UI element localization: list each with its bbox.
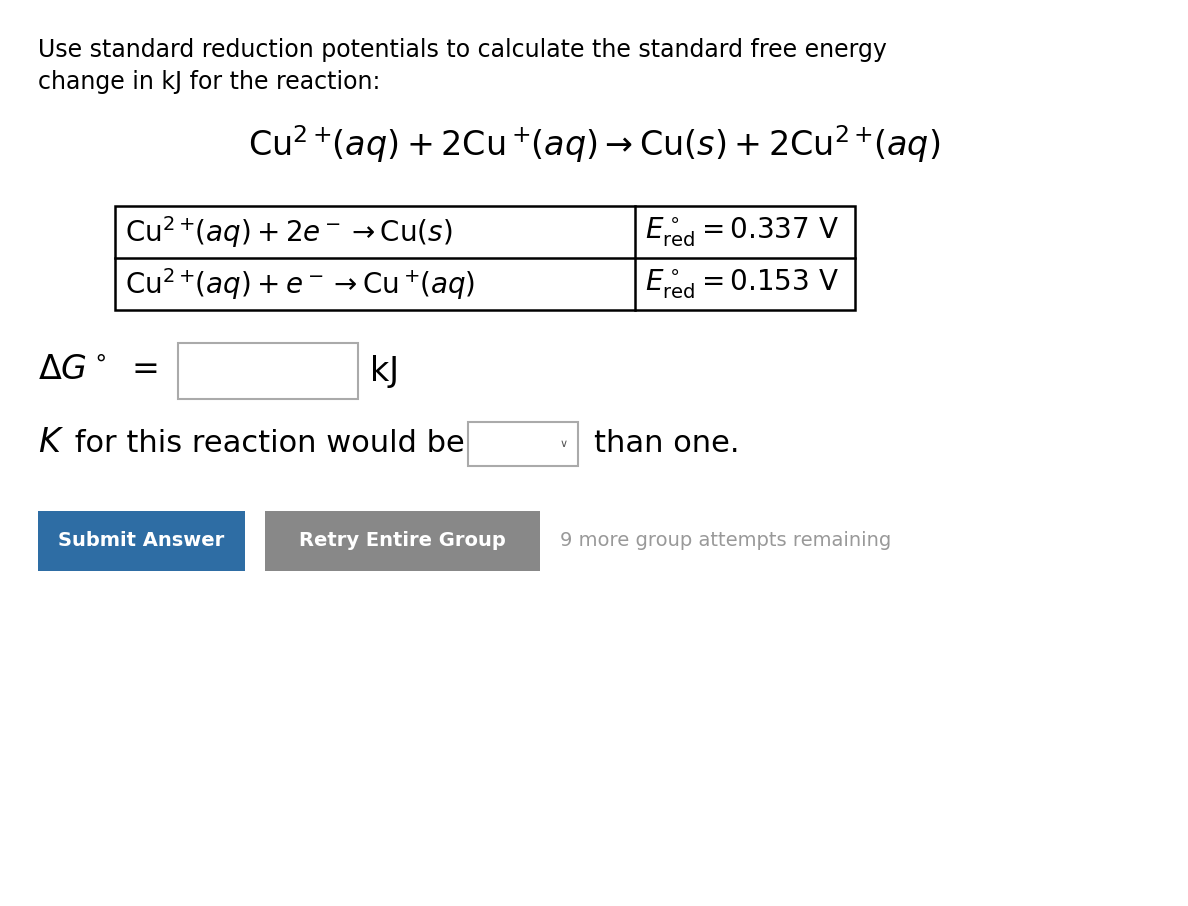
FancyBboxPatch shape [38, 511, 245, 571]
Text: than one.: than one. [594, 429, 739, 458]
Text: kJ: kJ [369, 354, 399, 388]
Text: $E^\circ_\mathrm{red} = 0.153\ \mathrm{V}$: $E^\circ_\mathrm{red} = 0.153\ \mathrm{V… [645, 267, 839, 301]
Text: Use standard reduction potentials to calculate the standard free energy: Use standard reduction potentials to cal… [38, 38, 887, 62]
Text: $\mathit{K}$: $\mathit{K}$ [38, 429, 64, 458]
Text: $\mathrm{Cu}^{2+}\!(\mathit{aq}) + 2\mathit{e}^- \rightarrow \mathrm{Cu}(\mathit: $\mathrm{Cu}^{2+}\!(\mathit{aq}) + 2\mat… [125, 214, 453, 250]
Text: $E^\circ_\mathrm{red} = 0.337\ \mathrm{V}$: $E^\circ_\mathrm{red} = 0.337\ \mathrm{V… [645, 216, 839, 248]
Text: ∨: ∨ [560, 439, 568, 449]
Text: 9 more group attempts remaining: 9 more group attempts remaining [560, 532, 891, 551]
FancyBboxPatch shape [178, 343, 358, 399]
Text: Retry Entire Group: Retry Entire Group [299, 532, 506, 551]
Text: for this reaction would be: for this reaction would be [65, 429, 465, 458]
Text: $\Delta G^\circ\ =$: $\Delta G^\circ\ =$ [38, 356, 158, 386]
Text: $\mathrm{Cu}^{2+}\!(\mathit{aq}) + 2\mathrm{Cu}^+\!(\mathit{aq}) \rightarrow \ma: $\mathrm{Cu}^{2+}\!(\mathit{aq}) + 2\mat… [248, 123, 940, 165]
FancyBboxPatch shape [265, 511, 541, 571]
Text: $\mathrm{Cu}^{2+}\!(\mathit{aq}) + \mathit{e}^- \rightarrow \mathrm{Cu}^+\!(\mat: $\mathrm{Cu}^{2+}\!(\mathit{aq}) + \math… [125, 266, 475, 302]
Text: change in kJ for the reaction:: change in kJ for the reaction: [38, 70, 380, 94]
FancyBboxPatch shape [468, 422, 579, 466]
Text: Submit Answer: Submit Answer [58, 532, 225, 551]
